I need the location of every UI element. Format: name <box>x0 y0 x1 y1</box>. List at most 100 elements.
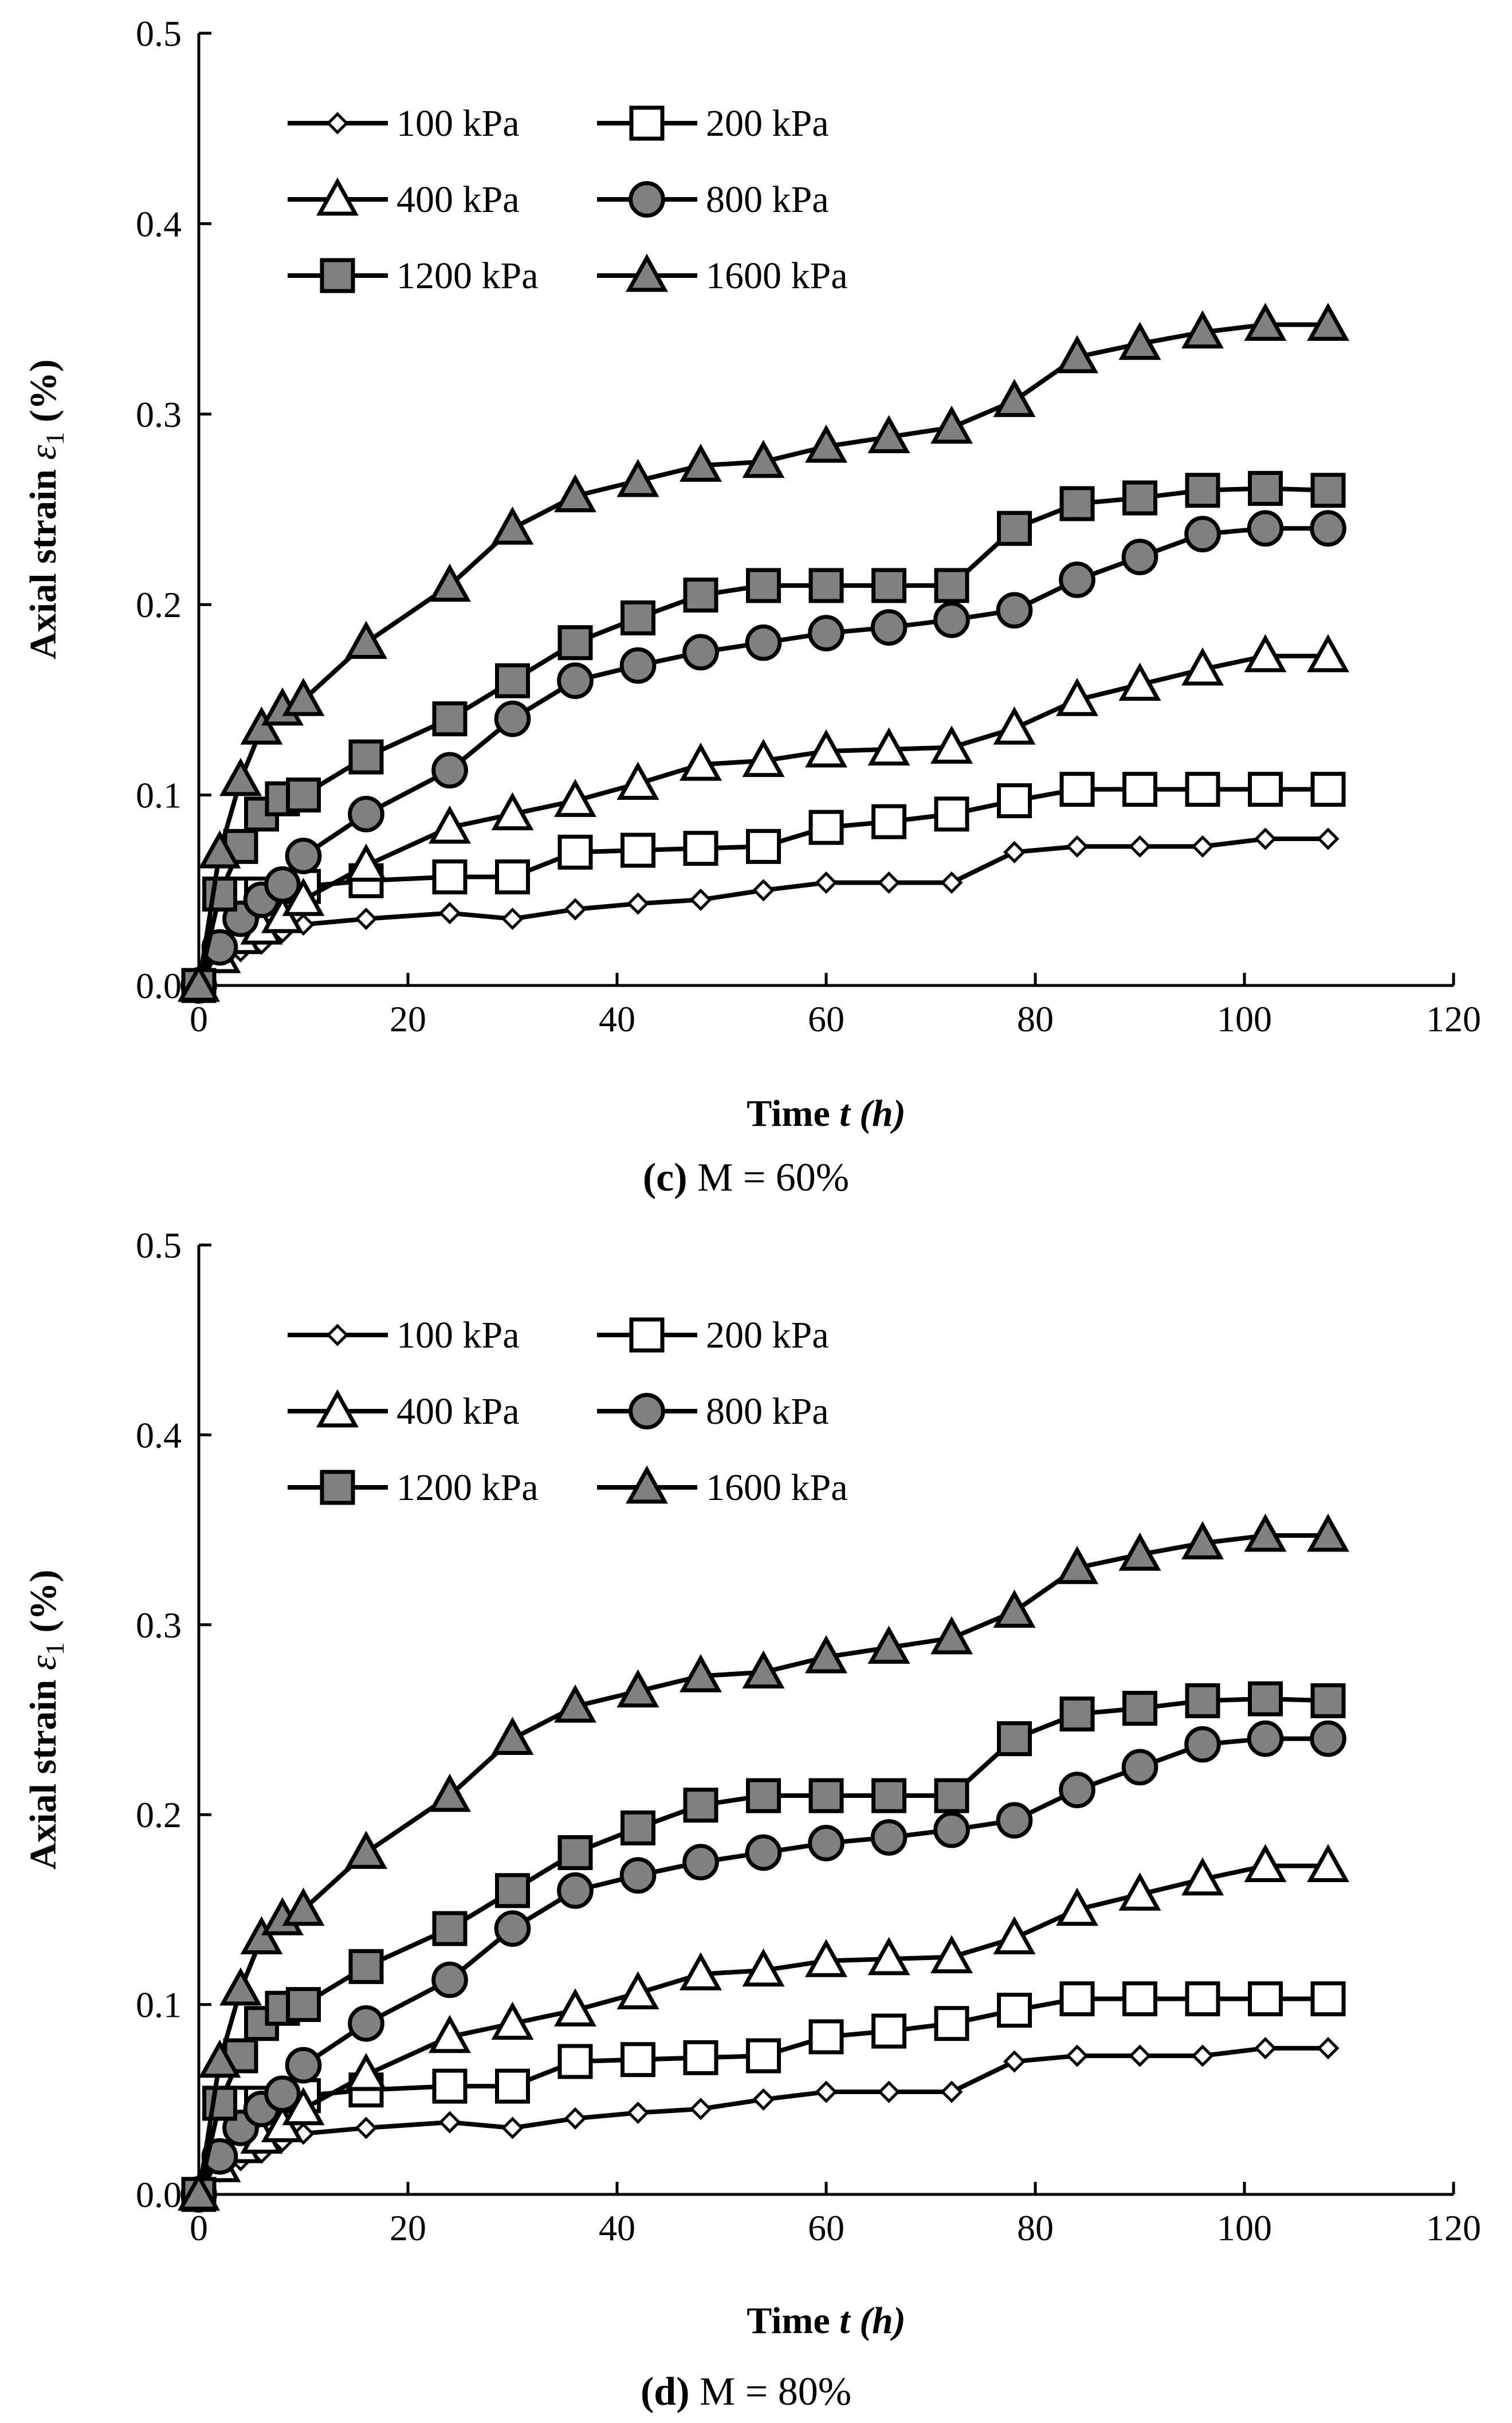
data-point <box>808 810 844 845</box>
data-point <box>495 1873 530 1908</box>
data-point <box>202 876 237 912</box>
data-point <box>564 898 587 921</box>
x-axis-title-main: Time <box>747 2300 839 2342</box>
data-point <box>619 647 657 684</box>
x-tick-label: 20 <box>390 2208 426 2248</box>
data-point <box>1310 1720 1346 1757</box>
legend-label: 100 kPa <box>396 1314 520 1356</box>
legend-label: 1200 kPa <box>396 255 539 297</box>
data-point <box>867 1937 910 1976</box>
data-point <box>746 568 781 603</box>
data-point <box>431 1961 468 1998</box>
legend-item: 1200 kPa <box>288 1467 539 1509</box>
data-point <box>345 843 387 882</box>
data-point <box>1248 1681 1283 1717</box>
data-point <box>1254 2037 1277 2060</box>
data-point <box>805 1939 847 1977</box>
data-point <box>345 2052 387 2091</box>
data-point <box>1181 1857 1224 1896</box>
data-point <box>1317 2037 1340 2060</box>
data-point <box>1248 470 1283 506</box>
data-point <box>557 2044 593 2079</box>
data-point <box>993 706 1036 745</box>
data-point <box>930 1935 973 1974</box>
legend-swatch-marker <box>629 1393 665 1430</box>
data-point <box>1128 2044 1152 2067</box>
data-point <box>752 879 775 902</box>
y-tick-label: 0.0 <box>136 965 182 1006</box>
data-point <box>285 838 322 874</box>
data-point <box>1122 1691 1157 1726</box>
caption-letter: (d) <box>641 2370 690 2414</box>
data-point <box>930 405 973 444</box>
data-point <box>689 2098 712 2120</box>
data-point <box>997 1721 1032 1757</box>
y-axis-title-main: Axial strain <box>22 1670 64 1870</box>
data-point <box>871 2013 906 2049</box>
data-point <box>996 1802 1033 1839</box>
data-point <box>746 1778 781 1813</box>
data-point <box>495 663 530 698</box>
data-point <box>240 706 283 745</box>
data-point <box>219 757 262 796</box>
data-point <box>1184 516 1221 553</box>
legend-label: 800 kPa <box>706 1391 829 1432</box>
data-point <box>1307 1844 1349 1883</box>
legend-item: 800 kPa <box>597 179 829 221</box>
data-point <box>554 474 596 513</box>
data-point <box>805 729 847 768</box>
legend-swatch-marker <box>626 253 668 292</box>
x-axis-title-var: t <box>839 1093 851 1134</box>
data-point <box>752 2088 775 2111</box>
legend-label: 200 kPa <box>706 103 829 144</box>
data-point <box>1056 1546 1098 1584</box>
data-point <box>867 727 910 766</box>
data-point <box>933 1811 970 1848</box>
data-point <box>1181 647 1224 686</box>
data-point <box>554 779 596 817</box>
y-axis-title-main: Axial strain <box>22 460 64 659</box>
data-point <box>620 1810 655 1845</box>
data-point <box>620 832 655 868</box>
series-400-kpa <box>178 1844 1349 2211</box>
data-point <box>1307 303 1349 341</box>
data-point <box>348 2005 384 2042</box>
data-point <box>1181 1521 1224 1560</box>
data-point <box>1310 473 1346 508</box>
legend-item: 1200 kPa <box>288 255 539 297</box>
legend-item: 1600 kPa <box>597 253 848 297</box>
data-point <box>1317 827 1340 850</box>
data-point <box>557 662 594 700</box>
x-tick-label: 80 <box>1017 2208 1054 2248</box>
data-point <box>501 2116 524 2139</box>
x-tick-label: 60 <box>808 999 845 1039</box>
data-point <box>1118 1872 1161 1911</box>
data-point <box>432 701 468 737</box>
data-point <box>491 506 534 545</box>
data-point <box>1244 634 1287 673</box>
data-point <box>1185 1981 1220 2017</box>
data-point <box>557 1872 594 1909</box>
legend-swatch-marker <box>626 1465 668 1504</box>
y-tick-label: 0.3 <box>136 394 182 435</box>
legend-item: 100 kPa <box>288 1314 520 1356</box>
data-point <box>264 2075 301 2112</box>
legend-swatch-marker <box>629 1317 665 1353</box>
data-point <box>491 792 534 831</box>
data-point <box>432 1911 468 1946</box>
data-point <box>554 1684 596 1723</box>
legend-item: 200 kPa <box>597 103 829 144</box>
data-point <box>264 866 301 903</box>
y-axis-title-unit: (%) <box>22 1570 64 1642</box>
data-point <box>1244 1844 1287 1883</box>
data-point <box>867 415 910 454</box>
data-point <box>1128 835 1152 858</box>
x-axis-title: Time t (h) <box>747 2300 905 2342</box>
series-1600-kpa <box>178 1513 1349 2211</box>
data-point <box>501 908 524 930</box>
data-point <box>808 1778 844 1813</box>
data-point <box>345 621 387 659</box>
data-point <box>808 1825 845 1862</box>
data-point <box>993 379 1036 417</box>
data-point <box>993 1589 1036 1628</box>
